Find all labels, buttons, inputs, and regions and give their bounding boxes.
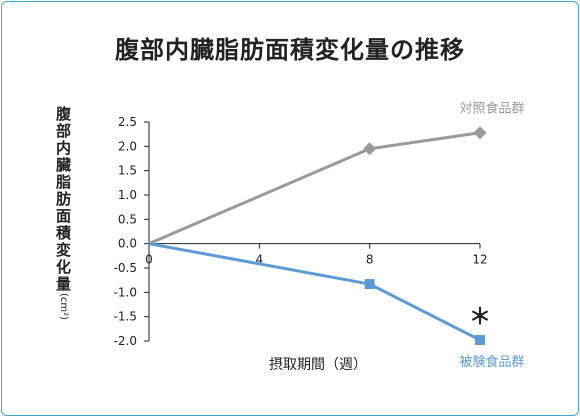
series-lines bbox=[148, 131, 481, 342]
y-tick-label: 0.5 bbox=[118, 212, 137, 226]
y-tick-label: 2.5 bbox=[118, 115, 137, 129]
x-tick-label: 0 bbox=[145, 253, 153, 267]
data-point-square bbox=[364, 279, 375, 290]
y-axis-label-text: 腹部内臓脂肪面積変化量 bbox=[54, 106, 72, 293]
series-label: 対照食品群 bbox=[459, 101, 524, 117]
axes bbox=[144, 121, 481, 342]
y-tick-label: -2.0 bbox=[114, 334, 137, 348]
data-point-diamond bbox=[363, 142, 377, 156]
chart-title: 腹部内臓脂肪面積変化量の推移 bbox=[115, 36, 465, 64]
significance-asterisk: ＊ bbox=[469, 305, 491, 330]
y-tick-label: 1.0 bbox=[118, 188, 137, 202]
x-tick-label: 4 bbox=[256, 253, 264, 267]
y-tick-label: 2.0 bbox=[118, 139, 137, 153]
y-tick-label: -1.5 bbox=[114, 310, 137, 324]
tick-labels: 2.5 2.0 1.5 1.0 0.5 0.0 -0.5 -1.0 -1.5 -2.0 0 4 8 12 bbox=[114, 115, 488, 348]
data-point-diamond bbox=[473, 126, 487, 140]
series-line-0 bbox=[148, 131, 481, 246]
data-point-square bbox=[475, 335, 485, 346]
y-tick-label: -0.5 bbox=[114, 261, 137, 275]
x-tick-label: 12 bbox=[472, 253, 487, 267]
series-markers bbox=[363, 126, 487, 346]
x-axis-label: 摂取期間（週） bbox=[269, 357, 367, 373]
y-axis-label: 腹部内臓脂肪面積変化量(cm²) bbox=[50, 106, 76, 320]
y-tick-label: 1.5 bbox=[118, 164, 137, 178]
x-tick-label: 8 bbox=[366, 253, 374, 267]
y-axis-unit: (cm²) bbox=[58, 293, 69, 321]
y-tick-label: 0.0 bbox=[118, 237, 137, 251]
series-label: 被験食品群 bbox=[459, 354, 524, 370]
series-line-1 bbox=[148, 242, 481, 342]
y-tick-label: -1.0 bbox=[114, 285, 137, 299]
